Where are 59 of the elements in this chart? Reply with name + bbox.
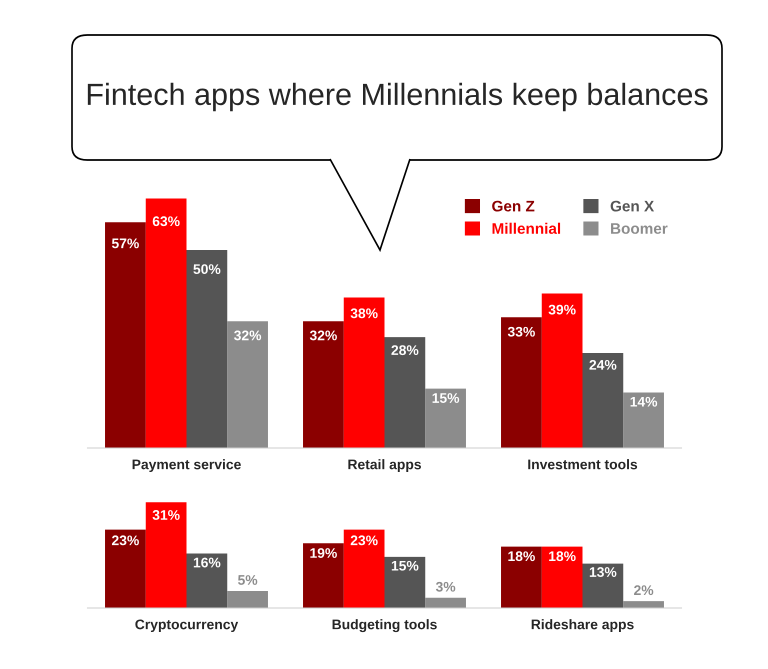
data-label: 18%	[508, 551, 535, 562]
legend-label: Millennial	[492, 222, 560, 234]
bar	[146, 198, 186, 448]
bar	[623, 601, 664, 608]
bar	[186, 553, 228, 608]
bar	[542, 546, 582, 608]
bar	[227, 321, 268, 448]
bar	[425, 598, 466, 608]
data-label: 15%	[392, 560, 418, 571]
data-label: 32%	[234, 330, 262, 340]
bar	[344, 297, 384, 448]
data-label: 24%	[589, 360, 616, 370]
bar	[501, 317, 542, 448]
bar	[623, 392, 664, 448]
bar	[542, 294, 582, 448]
data-label: 28%	[391, 345, 418, 356]
bar	[227, 590, 268, 608]
data-label: 16%	[194, 558, 220, 568]
data-label: 38%	[350, 308, 378, 318]
bar	[582, 564, 624, 608]
data-label: 2%	[634, 585, 654, 596]
data-label: 3%	[436, 582, 456, 592]
data-label: 33%	[508, 326, 535, 337]
data-label: 50%	[193, 264, 220, 274]
bar	[186, 250, 228, 448]
bar	[146, 502, 186, 608]
x-tick-label: Investment tools	[528, 459, 638, 470]
data-label: 31%	[152, 510, 180, 520]
data-label: 13%	[590, 567, 616, 577]
bar	[105, 222, 146, 448]
legend-label: Gen Z	[492, 200, 534, 212]
data-label: 15%	[432, 393, 460, 403]
data-label: 14%	[630, 396, 658, 407]
bar	[582, 352, 624, 448]
bar	[501, 546, 542, 608]
bar	[303, 321, 344, 448]
data-label: 39%	[548, 304, 576, 315]
x-tick-label: Retail apps	[348, 459, 421, 472]
chart-title: Fintech apps where Millennials keep balances	[88, 82, 708, 112]
bar	[384, 337, 426, 448]
data-label: 18%	[549, 551, 576, 562]
bar	[344, 530, 384, 608]
data-label: 5%	[238, 575, 258, 585]
legend-label: Gen X	[610, 200, 654, 212]
legend-label: Boomer	[611, 223, 668, 234]
data-label: 19%	[310, 548, 337, 558]
x-tick-label: Cryptocurrency	[135, 619, 238, 632]
data-label: 32%	[310, 330, 337, 340]
data-label: 23%	[112, 535, 139, 546]
bar	[384, 556, 426, 608]
x-tick-label: Rideshare apps	[532, 619, 634, 632]
bar	[303, 543, 344, 608]
bar	[105, 530, 146, 608]
x-tick-label: Budgeting tools	[332, 619, 437, 632]
data-label: 23%	[350, 535, 378, 546]
data-label: 57%	[112, 238, 139, 248]
data-label: 63%	[152, 216, 180, 226]
x-tick-label: Payment service	[132, 459, 241, 472]
bar	[425, 388, 466, 448]
